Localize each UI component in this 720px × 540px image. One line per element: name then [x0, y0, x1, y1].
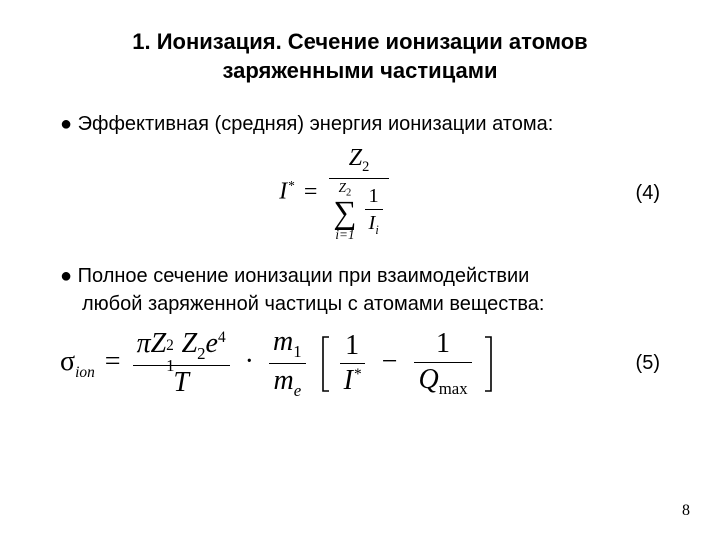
- eq5-Istar-sup: *: [354, 366, 362, 383]
- eq5-T: T: [173, 367, 189, 398]
- eq5-Q-sub: max: [439, 379, 468, 398]
- eq5-frac2-num: m1: [269, 327, 306, 364]
- eq4-sum-symbol: ∑: [333, 199, 356, 228]
- slide-title: 1. Ионизация. Сечение ионизации атомов з…: [60, 28, 660, 85]
- eq4-frac: Z2 Z2 ∑ i=1 1 Ii: [329, 145, 388, 241]
- equation-4: I* = Z2 Z2 ∑ i=1 1: [60, 145, 610, 241]
- eq4-lhs-I: I: [279, 179, 287, 205]
- eq5-Q: Q: [418, 364, 438, 395]
- eq4-inner-num: 1: [365, 185, 383, 210]
- eq5-sigma: σ: [60, 346, 75, 377]
- bullet-2-line1: ● Полное сечение ионизации при взаимодей…: [60, 263, 660, 289]
- eq5-Z2: Z: [182, 328, 198, 359]
- eq5-sigma-sub: ion: [75, 364, 95, 381]
- eq4-num: Z2: [329, 145, 388, 179]
- eq5-frac1: πZ21Z2e4 T: [133, 329, 230, 399]
- eq5-left-bracket: [321, 336, 331, 392]
- eq5-e: e: [206, 328, 218, 359]
- eq4-sum: Z2 ∑ i=1: [333, 181, 356, 242]
- eq4-sum-lower: i=1: [333, 228, 356, 241]
- eq4-inner-den: Ii: [365, 210, 383, 238]
- eq5-e-sup: 4: [218, 329, 226, 346]
- title-line-1: 1. Ионизация. Сечение ионизации атомов: [132, 29, 587, 54]
- eq5-frac3: 1 I*: [340, 331, 365, 398]
- eq4-Z: Z: [349, 145, 362, 171]
- eq5-me-sub: e: [294, 381, 301, 400]
- eq5-minus: −: [382, 346, 398, 377]
- eq5-frac1-den: T: [133, 366, 230, 399]
- eq5-Z1: Z: [151, 328, 167, 359]
- eq4-math: I* = Z2 Z2 ∑ i=1 1: [279, 145, 390, 241]
- equation-5: σion = πZ21Z2e4 T · m1 me: [60, 327, 610, 400]
- bullet-2-line2: любой заряженной частицы с атомами вещес…: [60, 291, 660, 317]
- equation-5-row: σion = πZ21Z2e4 T · m1 me: [60, 327, 660, 400]
- eq5-frac4-den: Qmax: [414, 363, 471, 399]
- eq5-frac3-den: I*: [340, 364, 365, 397]
- bullet-1: ● Эффективная (средняя) энергия ионизаци…: [60, 111, 660, 137]
- eq5-math: σion = πZ21Z2e4 T · m1 me: [60, 327, 493, 400]
- eq5-frac2-den: me: [269, 364, 306, 400]
- eq5-frac2: m1 me: [269, 327, 306, 400]
- eq5-m1-sub: 1: [293, 342, 301, 361]
- eq5-number: (5): [610, 352, 660, 375]
- eq5-Z2-sub: 2: [197, 344, 205, 363]
- eq5-frac4-num: 1: [414, 329, 471, 363]
- eq5-m1: m: [273, 326, 293, 357]
- title-line-2: заряженными частицами: [222, 58, 497, 83]
- eq4-Z-sub: 2: [362, 159, 369, 175]
- eq4-Ii-sub: i: [375, 223, 378, 237]
- eq4-number: (4): [610, 182, 660, 205]
- slide: 1. Ионизация. Сечение ионизации атомов з…: [0, 0, 720, 540]
- page-number: 8: [682, 502, 690, 520]
- eq4-equals: =: [304, 179, 318, 205]
- eq4-inner-frac: 1 Ii: [365, 185, 383, 238]
- eq5-Istar: I: [344, 365, 353, 396]
- eq5-right-bracket: [483, 336, 493, 392]
- eq5-me: m: [273, 365, 293, 396]
- eq4-den: Z2 ∑ i=1 1 Ii: [329, 179, 388, 242]
- eq5-equals: =: [105, 346, 121, 377]
- eq4-lhs-star: *: [288, 178, 295, 193]
- eq5-pi: π: [137, 328, 151, 359]
- eq5-frac4: 1 Qmax: [414, 329, 471, 399]
- equation-4-row: I* = Z2 Z2 ∑ i=1 1: [60, 145, 660, 241]
- eq5-frac3-num: 1: [340, 331, 365, 365]
- eq5-frac1-num: πZ21Z2e4: [133, 329, 230, 366]
